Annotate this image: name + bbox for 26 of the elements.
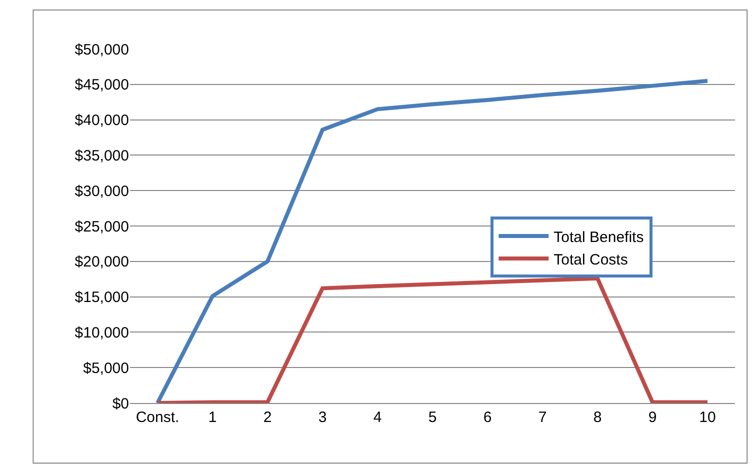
y-tick-label: $15,000 (74, 289, 129, 306)
x-tick-label: 6 (483, 409, 492, 426)
x-tick-label: 4 (373, 409, 382, 426)
y-tick-label: $50,000 (74, 41, 129, 58)
x-tick-label: 10 (699, 409, 716, 426)
line-series (156, 276, 710, 403)
x-tick-label: 2 (263, 409, 272, 426)
y-tick-label: $5,000 (83, 360, 129, 377)
x-tick-label: 1 (208, 409, 217, 426)
y-tick-label: $0 (112, 395, 129, 412)
line-series (156, 78, 710, 403)
x-tick-label: 9 (648, 409, 657, 426)
x-tick-label: 7 (538, 409, 547, 426)
y-tick-label: $30,000 (74, 182, 129, 200)
y-tick-label: $10,000 (74, 324, 129, 342)
x-tick-label: Const. (136, 409, 180, 426)
y-tick-label: $20,000 (74, 254, 129, 271)
x-tick-label: 5 (428, 409, 437, 426)
legend-label: Total Benefits (554, 228, 644, 246)
y-tick-label: $25,000 (74, 218, 129, 236)
legend-label: Total Costs (554, 251, 628, 268)
y-tick-label: $45,000 (74, 76, 129, 94)
y-tick-label: $35,000 (74, 147, 129, 164)
x-tick-label: 8 (593, 409, 602, 426)
y-tick-label: $40,000 (74, 112, 129, 130)
x-tick-label: 3 (318, 409, 327, 426)
